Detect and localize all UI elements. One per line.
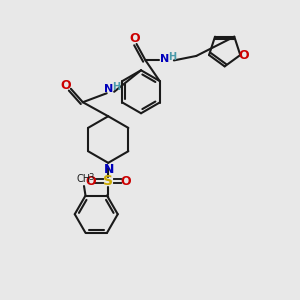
Text: S: S [103, 174, 113, 188]
Text: N: N [103, 164, 114, 176]
Text: O: O [129, 32, 140, 45]
Text: H: H [112, 82, 121, 92]
Text: N: N [104, 84, 114, 94]
Text: O: O [239, 49, 250, 62]
Text: H: H [168, 52, 176, 62]
Text: N: N [160, 54, 170, 64]
Text: CH: CH [77, 175, 91, 184]
Text: O: O [121, 175, 131, 188]
Text: 3: 3 [88, 172, 93, 182]
Text: O: O [85, 175, 96, 188]
Text: O: O [60, 79, 71, 92]
